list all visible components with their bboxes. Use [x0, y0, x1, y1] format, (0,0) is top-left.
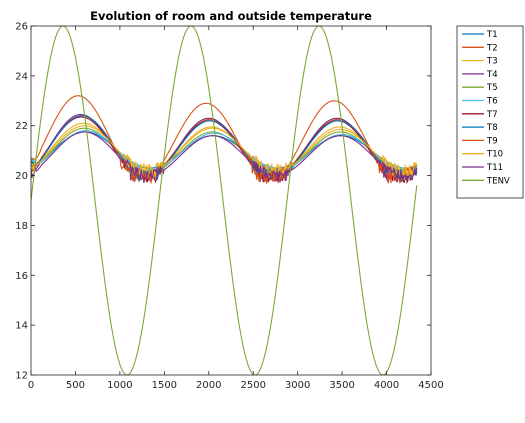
x-tick-label: 0	[28, 380, 34, 391]
legend-label-t7: T7	[486, 110, 498, 120]
x-tick-label: 2500	[240, 380, 265, 391]
y-tick-label: 16	[15, 271, 28, 282]
legend-entries: T1 T2 T3 T4 T5 T6 T7 T8 T9 T10 T11 TENV	[462, 30, 510, 186]
x-tick-label: 2000	[196, 380, 221, 391]
legend-label-t9: T9	[486, 136, 498, 146]
series-line-t11	[31, 131, 418, 181]
y-tick-label: 12	[15, 371, 28, 382]
legend-label-t11: T11	[486, 163, 503, 173]
legend-label-t10: T10	[486, 150, 503, 160]
legend: T1 T2 T3 T4 T5 T6 T7 T8 T9 T10 T11 TENV	[456, 25, 524, 199]
y-tick-label: 22	[15, 121, 28, 132]
x-tick-label: 3500	[329, 380, 354, 391]
series-layer	[31, 26, 418, 375]
legend-label-t6: T6	[486, 97, 498, 107]
series-line-t10	[31, 125, 418, 180]
series-line-t7	[31, 116, 418, 185]
series-line-t6	[31, 130, 418, 175]
legend-label-tenv: TENV	[486, 176, 510, 186]
legend-label-t1: T1	[486, 30, 498, 40]
x-tick-label: 4000	[374, 380, 399, 391]
x-tick-label: 3000	[285, 380, 310, 391]
y-tick-label: 18	[15, 221, 28, 232]
legend-label-t8: T8	[486, 123, 498, 133]
legend-label-t5: T5	[486, 83, 498, 93]
y-axis: 12 14 16 18 20 22 24 26	[15, 22, 431, 382]
chart-title: Evolution of room and outside temperatur…	[90, 9, 372, 23]
series-line-t8	[31, 115, 418, 182]
y-tick-label: 24	[15, 71, 28, 82]
x-tick-label: 4500	[418, 380, 443, 391]
series-line-t9	[31, 95, 418, 185]
series-line-tenv	[31, 26, 418, 375]
y-tick-label: 26	[15, 22, 28, 33]
plot-area	[31, 26, 431, 375]
y-tick-label: 14	[15, 321, 28, 332]
x-axis: 0 500 1000 1500 2000 2500 3000 3500 4000 4500	[28, 26, 444, 391]
x-tick-label: 1500	[152, 380, 177, 391]
x-tick-label: 1000	[107, 380, 132, 391]
legend-label-t2: T2	[486, 43, 498, 53]
series-line-t1	[31, 131, 417, 169]
legend-box	[456, 25, 524, 199]
legend-label-t4: T4	[486, 70, 498, 80]
y-tick-label: 20	[15, 171, 28, 182]
x-tick-label: 500	[66, 380, 85, 391]
legend-label-t3: T3	[486, 57, 498, 67]
axes-box	[30, 25, 432, 376]
